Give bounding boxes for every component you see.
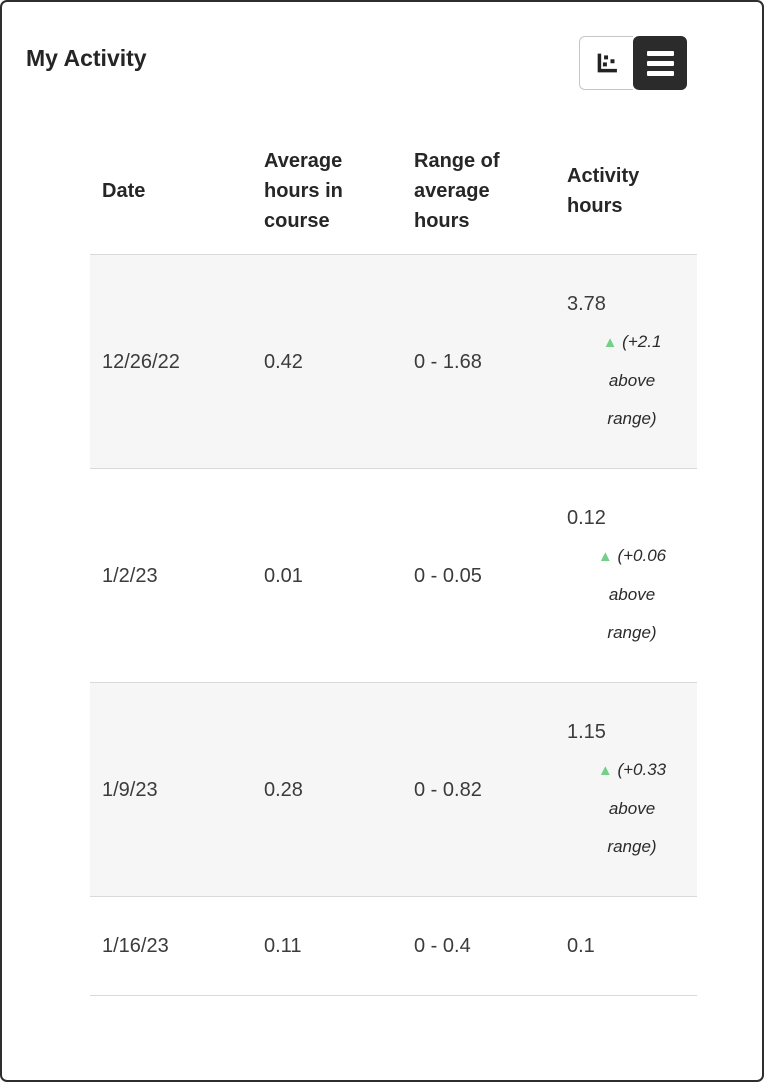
- cell-average-hours: 0.42: [264, 350, 303, 373]
- cell-average-hours: 0.11: [264, 935, 302, 957]
- table-row: 12/26/22 0.42 0 - 1.68 3.78 ▲ (+2.1 above ra…: [90, 254, 697, 469]
- activity-table-body: 12/26/22 0.42 0 - 1.68 3.78 ▲ (+2.1 above ra…: [90, 254, 697, 996]
- above-range-indicator: ▲ (+0.33 above range): [597, 760, 667, 856]
- cell-activity-hours: 3.78 ▲ (+2.1 above range): [555, 255, 697, 469]
- activity-table: Date Average hours in course Range of av…: [90, 128, 697, 996]
- column-header-range: Range of average hours: [414, 150, 500, 232]
- scatter-chart-icon: [597, 53, 617, 73]
- chart-view-button[interactable]: [579, 36, 633, 90]
- activity-hours-value: 0.1: [567, 935, 595, 957]
- cell-date: 1/2/23: [102, 564, 158, 587]
- cell-date: 1/16/23: [102, 935, 169, 957]
- above-range-indicator: ▲ (+2.1 above range): [602, 332, 662, 428]
- activity-hours-value: 1.15: [567, 721, 606, 743]
- activity-hours-value: 0.12: [567, 507, 606, 529]
- cell-activity-hours: 1.15 ▲ (+0.33 above range): [555, 683, 697, 897]
- cell-average-hours: 0.28: [264, 778, 303, 801]
- view-toggle: [579, 36, 687, 90]
- cell-date: 1/9/23: [102, 778, 158, 801]
- table-row: 1/9/23 0.28 0 - 0.82 1.15 ▲ (+0.33 above ran…: [90, 682, 697, 897]
- cell-range: 0 - 1.68: [414, 350, 482, 373]
- panel-header: My Activity: [2, 2, 762, 98]
- up-triangle-icon: ▲: [597, 548, 613, 565]
- cell-range: 0 - 0.05: [414, 564, 482, 587]
- cell-range: 0 - 0.82: [414, 778, 482, 801]
- cell-activity-hours: 0.12 ▲ (+0.06 above range): [555, 469, 697, 683]
- list-view-button[interactable]: [633, 36, 687, 90]
- cell-average-hours: 0.01: [264, 564, 303, 587]
- column-header-date: Date: [102, 180, 146, 202]
- column-header-activity-hours: Activity hours: [567, 165, 640, 217]
- cell-range: 0 - 0.4: [414, 935, 471, 957]
- table-header-row: Date Average hours in course Range of av…: [90, 128, 697, 255]
- above-range-indicator: ▲ (+0.06 above range): [597, 546, 667, 642]
- cell-date: 12/26/22: [102, 350, 180, 373]
- page-title: My Activity: [26, 45, 147, 71]
- column-header-average-hours: Average hours in course: [264, 150, 343, 232]
- table-row: 1/2/23 0.01 0 - 0.05 0.12 ▲ (+0.06 above ran…: [90, 468, 697, 683]
- up-triangle-icon: ▲: [602, 334, 618, 351]
- activity-hours-value: 3.78: [567, 293, 606, 315]
- table-row: 1/16/23 0.11 0 - 0.4 0.1: [90, 896, 697, 996]
- list-icon: [646, 50, 674, 76]
- cell-activity-hours: 0.1: [555, 897, 697, 996]
- up-triangle-icon: ▲: [597, 762, 613, 779]
